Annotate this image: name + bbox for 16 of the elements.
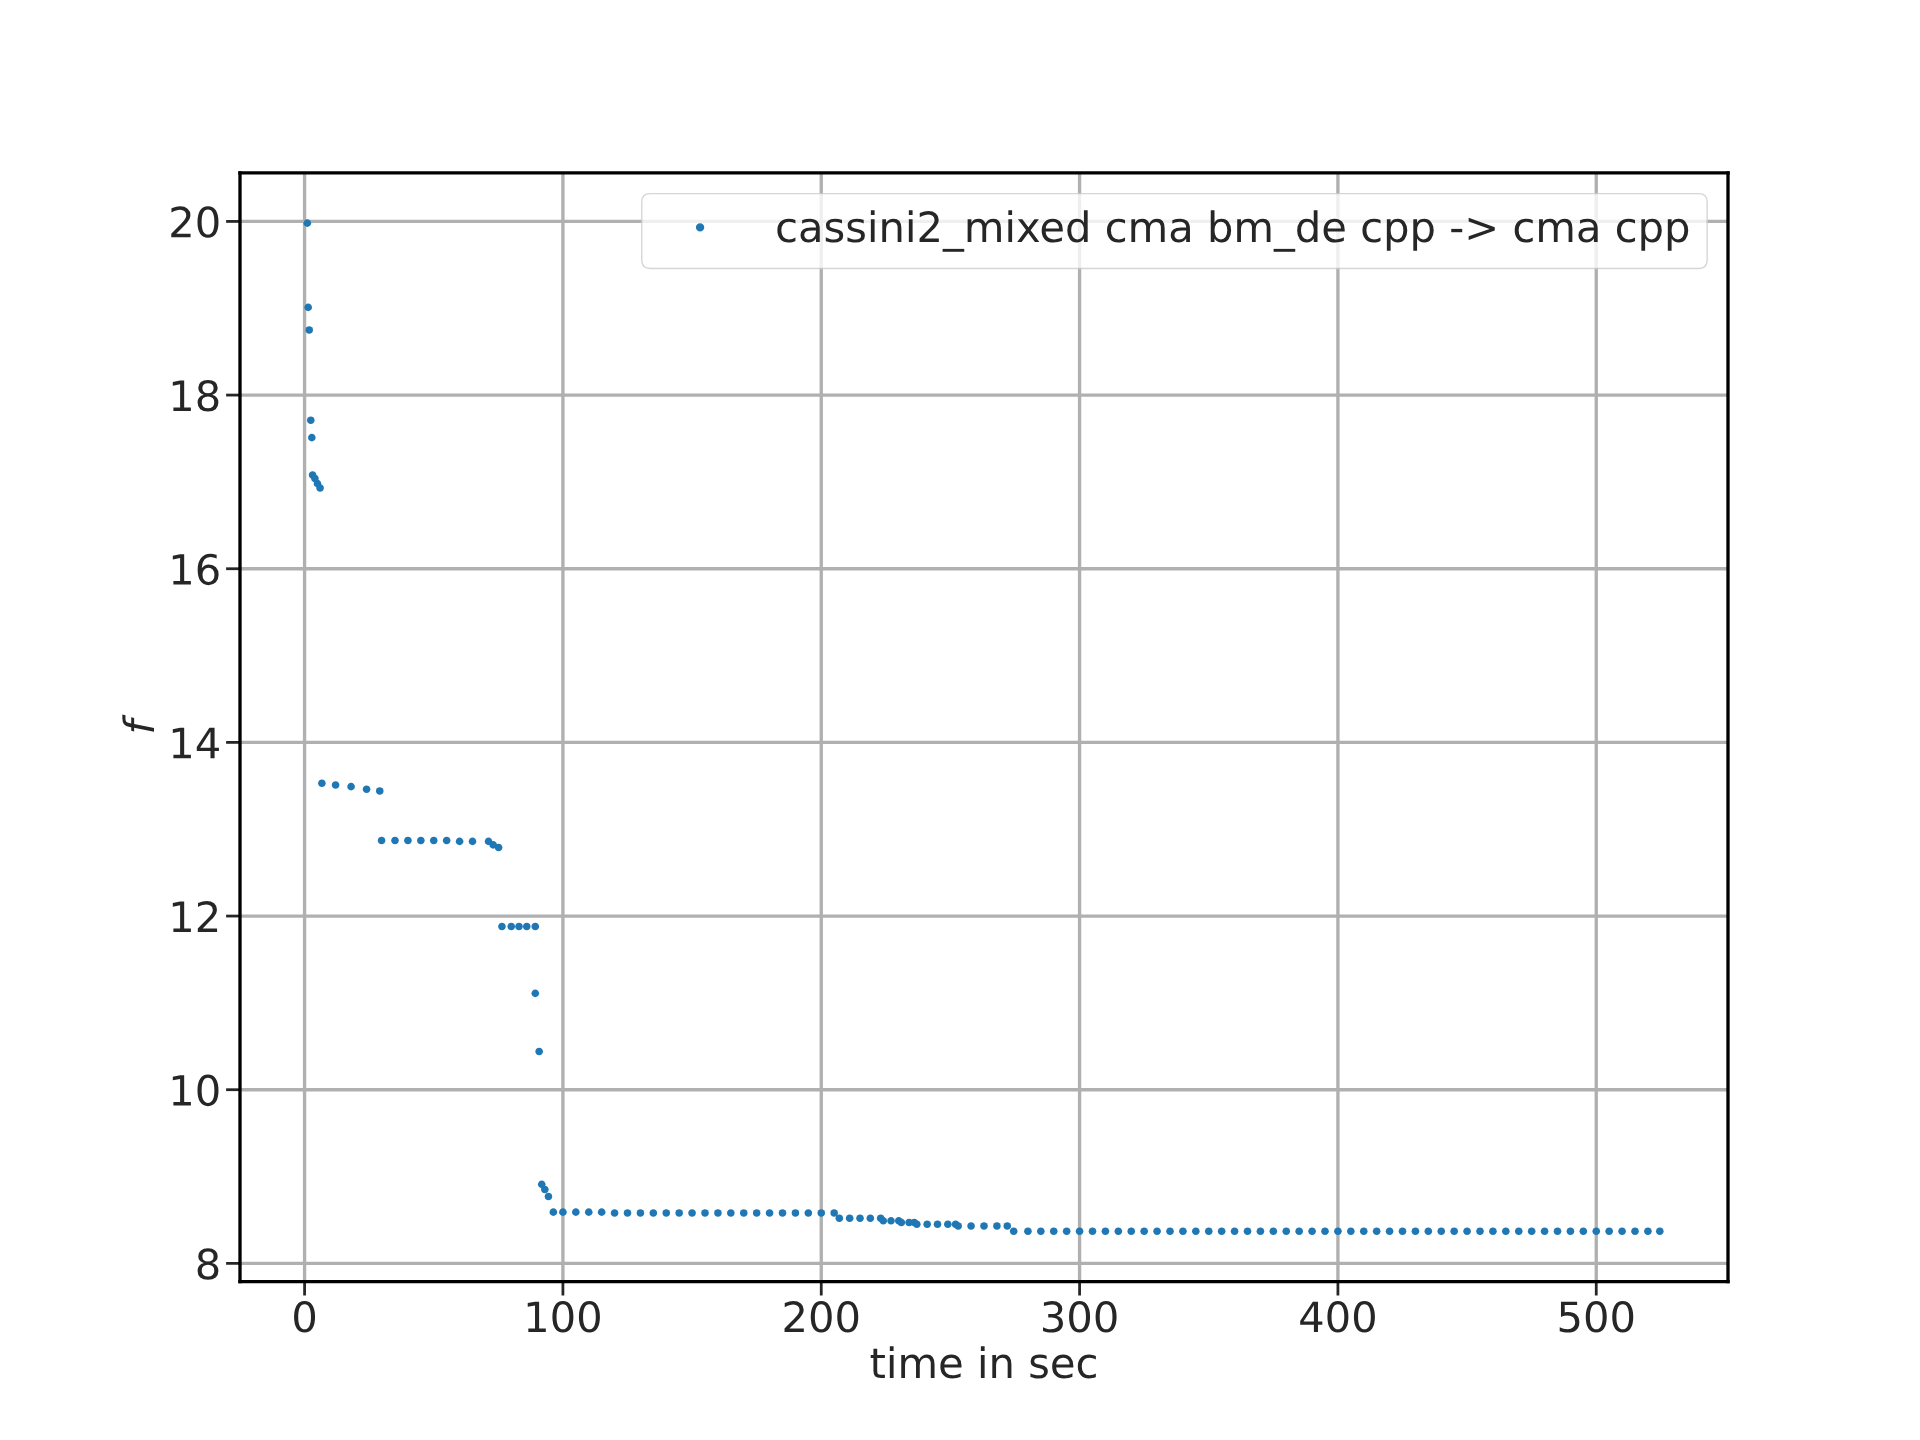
- x-tick-label: 0: [294, 1301, 316, 1333]
- y-tick-label: 10: [172, 1074, 219, 1107]
- y-tick-label: 8: [197, 1248, 219, 1280]
- x-tick-label: 100: [527, 1301, 600, 1333]
- legend-label: cassini2_mixed cma bm_de cpp -> cma cpp: [777, 210, 1689, 252]
- y-axis-title: f: [122, 714, 155, 732]
- x-tick-label: 200: [784, 1301, 859, 1333]
- x-tick-label: 500: [1559, 1301, 1634, 1333]
- y-tick-label: 12: [172, 900, 218, 932]
- y-tick-label: 16: [172, 553, 219, 586]
- x-tick-label: 300: [1042, 1301, 1117, 1333]
- x-axis-title: time in sec: [870, 1346, 1096, 1379]
- y-tick-label: 20: [171, 206, 219, 238]
- y-tick-label: 14: [172, 727, 219, 759]
- y-tick-label: 18: [172, 379, 219, 412]
- x-tick-label: 400: [1300, 1301, 1375, 1333]
